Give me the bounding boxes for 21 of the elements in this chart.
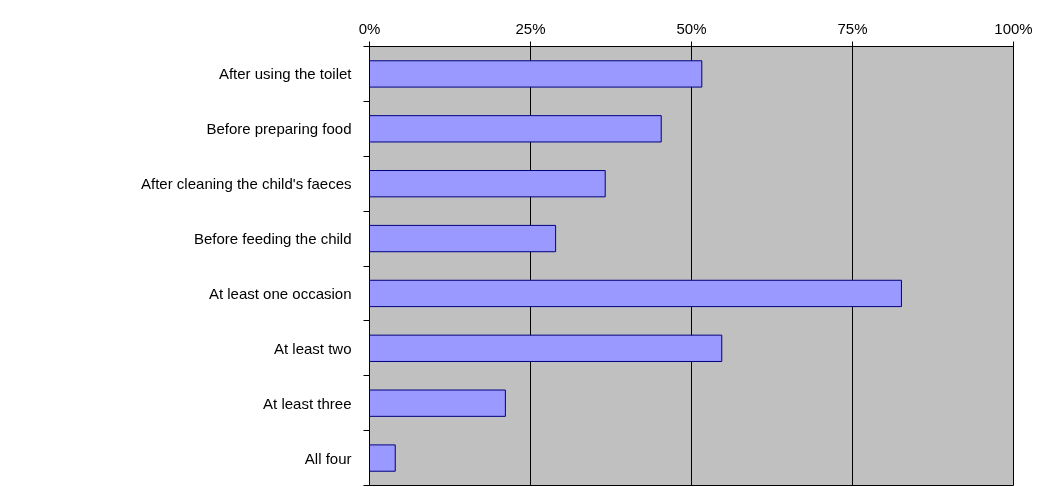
- bar: [369, 224, 557, 253]
- x-tick-label: 50%: [676, 19, 707, 37]
- bar: [369, 170, 606, 198]
- y-tick-label: All four: [304, 449, 352, 467]
- y-tick-label: At least three: [263, 394, 352, 412]
- bar: [369, 389, 506, 417]
- y-tick-label: At least two: [273, 339, 352, 357]
- x-tick-label: 25%: [515, 19, 546, 37]
- bar: [369, 60, 703, 88]
- y-tick-label: Before feeding the child: [193, 230, 352, 248]
- bar: [369, 115, 662, 143]
- x-tick-label: 0%: [358, 19, 381, 37]
- bar: [369, 334, 723, 362]
- y-tick-label: After using the toilet: [218, 65, 353, 83]
- y-tick-label: Before preparing food: [206, 120, 352, 138]
- bar: [369, 444, 396, 472]
- x-tick-label: 100%: [994, 19, 1033, 37]
- y-tick-label: After cleaning the child's faeces: [141, 175, 352, 193]
- x-tick-label: 75%: [837, 19, 868, 37]
- y-tick-label: At least one occasion: [208, 284, 352, 302]
- bar: [369, 279, 902, 308]
